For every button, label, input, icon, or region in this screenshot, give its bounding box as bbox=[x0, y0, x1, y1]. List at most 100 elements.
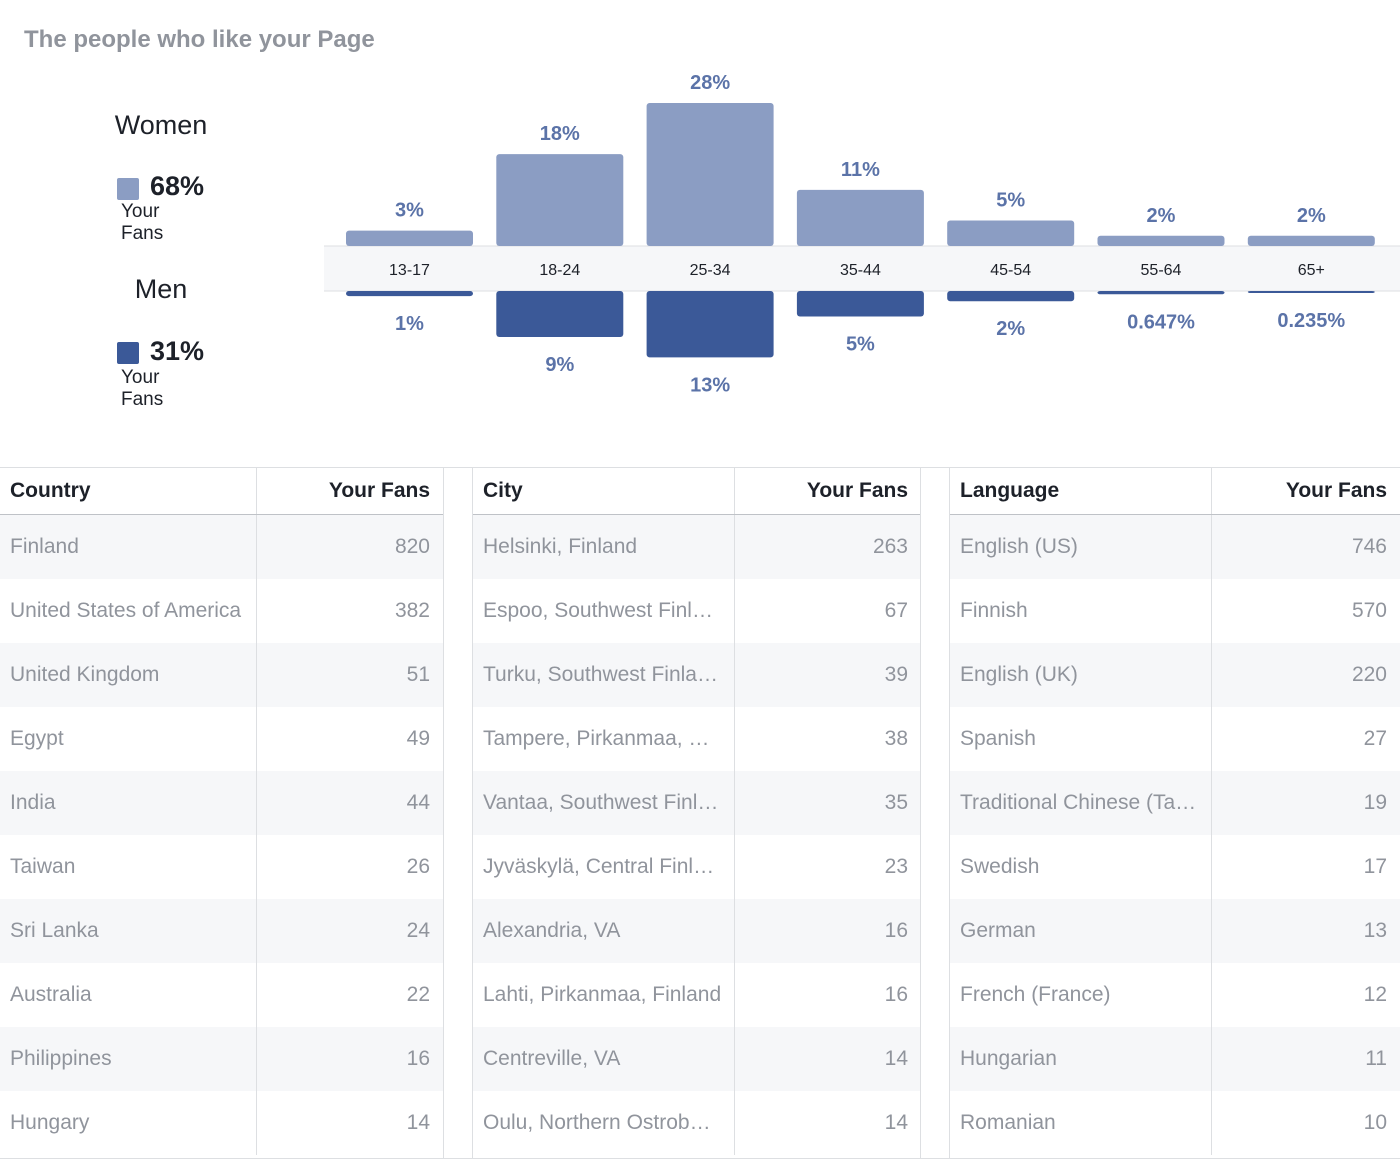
men-bar-label: 5% bbox=[846, 334, 875, 356]
country-name-cell: Sri Lanka bbox=[0, 899, 257, 963]
table-row: Traditional Chinese (Tai… 19 bbox=[950, 771, 1400, 835]
women-bar-label: 28% bbox=[690, 72, 730, 94]
language-name-cell: English (US) bbox=[950, 515, 1212, 579]
table-row: Finnish 570 bbox=[950, 579, 1400, 643]
table-row: Australia 22 bbox=[0, 963, 443, 1027]
country-column-header[interactable]: Country bbox=[0, 468, 257, 514]
fans-count-cell: 570 bbox=[1351, 599, 1387, 622]
men-bar bbox=[1247, 291, 1375, 293]
table-row: Turku, Southwest Finla… 39 bbox=[473, 643, 920, 707]
language-name-cell: English (UK) bbox=[950, 643, 1212, 707]
table-header: Country Your Fans bbox=[0, 468, 443, 515]
fans-count-cell: 44 bbox=[406, 791, 430, 814]
fans-count-cell: 14 bbox=[406, 1111, 430, 1134]
fans-tables: Country Your Fans Finland 820 United States … bbox=[0, 467, 1400, 1159]
table-row: Centreville, VA 14 bbox=[473, 1027, 920, 1091]
fans-count-cell: 11 bbox=[1365, 1047, 1387, 1070]
legend-men-percent: 31% bbox=[150, 336, 205, 366]
women-bar bbox=[346, 230, 473, 246]
city-name-cell: Lahti, Pirkanmaa, Finland bbox=[473, 963, 735, 1027]
women-bar-label: 3% bbox=[395, 200, 424, 222]
city-name-cell: Centreville, VA bbox=[473, 1027, 735, 1091]
fans-count-cell: 14 bbox=[884, 1047, 908, 1070]
fans-count-cell: 16 bbox=[884, 983, 908, 1006]
age-group-label: 55-64 bbox=[1141, 262, 1182, 279]
age-group-label: 65+ bbox=[1298, 262, 1325, 279]
your-fans-column-header[interactable]: Your Fans bbox=[328, 479, 430, 502]
men-bar-label: 0.235% bbox=[1277, 310, 1345, 332]
table-row: Spanish 27 bbox=[950, 707, 1400, 771]
table-row: Swedish 17 bbox=[950, 835, 1400, 899]
language-name-cell: Spanish bbox=[950, 707, 1212, 771]
fans-count-cell: 19 bbox=[1363, 791, 1387, 814]
fans-count-cell: 49 bbox=[406, 727, 430, 750]
fans-count-cell: 26 bbox=[406, 855, 430, 878]
table-row: French (France) 12 bbox=[950, 963, 1400, 1027]
fans-count-cell: 38 bbox=[884, 727, 908, 750]
your-fans-column-header[interactable]: Your Fans bbox=[1285, 479, 1387, 502]
men-bar bbox=[1097, 291, 1225, 295]
legend-women-subtitle: Your Fans bbox=[121, 201, 164, 244]
country-name-cell: Hungary bbox=[0, 1091, 257, 1155]
fans-count-cell: 24 bbox=[406, 919, 430, 942]
women-bar bbox=[1097, 235, 1225, 246]
table-row: Egypt 49 bbox=[0, 707, 443, 771]
table-row: Vantaa, Southwest Finl… 35 bbox=[473, 771, 920, 835]
country-name-cell: Australia bbox=[0, 963, 257, 1027]
language-name-cell: Traditional Chinese (Tai… bbox=[950, 771, 1212, 835]
section-title: The people who like your Page bbox=[24, 26, 375, 53]
women-swatch bbox=[117, 178, 139, 200]
table-row: Alexandria, VA 16 bbox=[473, 899, 920, 963]
city-name-cell: Tampere, Pirkanmaa, F… bbox=[473, 707, 735, 771]
city-name-cell: Oulu, Northern Ostrobo… bbox=[473, 1091, 735, 1155]
men-bar-label: 13% bbox=[690, 374, 730, 396]
city-name-cell: Turku, Southwest Finla… bbox=[473, 643, 735, 707]
language-name-cell: Swedish bbox=[950, 835, 1212, 899]
men-bar bbox=[947, 291, 1075, 302]
table-row: Espoo, Southwest Finla… 67 bbox=[473, 579, 920, 643]
your-fans-column-header[interactable]: Your Fans bbox=[806, 479, 908, 502]
women-bar bbox=[646, 103, 774, 246]
country-name-cell: United States of America bbox=[0, 579, 257, 643]
country-name-cell: Egypt bbox=[0, 707, 257, 771]
table-row: English (UK) 220 bbox=[950, 643, 1400, 707]
table-header: Language Your Fans bbox=[950, 468, 1400, 515]
city-table: City Your Fans Helsinki, Finland 263 Espoo, … bbox=[472, 468, 921, 1158]
age-group-label: 18-24 bbox=[539, 262, 580, 279]
table-row: Tampere, Pirkanmaa, F… 38 bbox=[473, 707, 920, 771]
table-row: Lahti, Pirkanmaa, Finland 16 bbox=[473, 963, 920, 1027]
fans-count-cell: 13 bbox=[1363, 919, 1387, 942]
fans-count-cell: 746 bbox=[1351, 535, 1387, 558]
country-name-cell: Philippines bbox=[0, 1027, 257, 1091]
table-row: India 44 bbox=[0, 771, 443, 835]
men-bar bbox=[496, 291, 624, 337]
age-group-label: 45-54 bbox=[990, 262, 1031, 279]
language-name-cell: Finnish bbox=[950, 579, 1212, 643]
fans-count-cell: 17 bbox=[1363, 855, 1387, 878]
table-row: Jyväskylä, Central Finla… 23 bbox=[473, 835, 920, 899]
city-name-cell: Espoo, Southwest Finla… bbox=[473, 579, 735, 643]
table-row: Philippines 16 bbox=[0, 1027, 443, 1091]
fans-count-cell: 220 bbox=[1351, 663, 1387, 686]
age-group-label: 35-44 bbox=[840, 262, 881, 279]
country-name-cell: Taiwan bbox=[0, 835, 257, 899]
fans-count-cell: 23 bbox=[884, 855, 908, 878]
table-body: Helsinki, Finland 263 Espoo, Southwest Fin… bbox=[473, 515, 920, 1155]
fans-count-cell: 12 bbox=[1363, 983, 1387, 1006]
fans-count-cell: 67 bbox=[884, 599, 908, 622]
city-column-header[interactable]: City bbox=[473, 468, 735, 514]
fans-count-cell: 27 bbox=[1363, 727, 1387, 750]
country-name-cell: United Kingdom bbox=[0, 643, 257, 707]
men-bar bbox=[346, 291, 473, 297]
women-bar bbox=[1247, 235, 1375, 246]
fans-count-cell: 263 bbox=[872, 535, 908, 558]
age-axis-band bbox=[324, 246, 1400, 291]
fans-count-cell: 39 bbox=[884, 663, 908, 686]
women-bar bbox=[496, 154, 624, 246]
table-body: Finland 820 United States of America 382 Uni… bbox=[0, 515, 443, 1155]
age-gender-chart: 3% 1% 13-17 18% 9% 18-24 28% 13% 25-34 11% 5% 35-44… bbox=[324, 72, 1400, 396]
table-row: Helsinki, Finland 263 bbox=[473, 515, 920, 579]
age-group-label: 13-17 bbox=[389, 262, 430, 279]
language-column-header[interactable]: Language bbox=[950, 468, 1212, 514]
men-bar bbox=[796, 291, 924, 317]
